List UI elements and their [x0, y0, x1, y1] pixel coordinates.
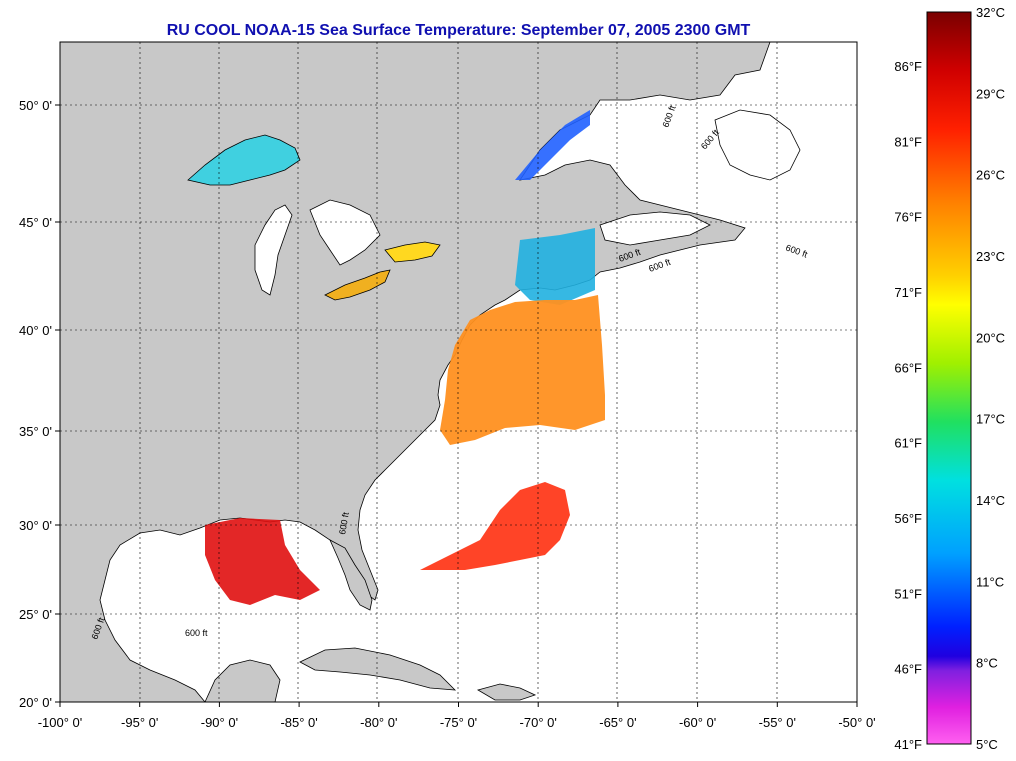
- colorbar-fahrenheit-label: 81°F: [894, 134, 922, 149]
- x-axis: -100° 0' -95° 0' -90° 0' -85° 0' -80° 0' -75°…: [38, 702, 876, 730]
- colorbar-celsius-label: 14°C: [976, 493, 1005, 508]
- contour-label: 600 ft: [337, 511, 351, 535]
- lake-erie: [324, 269, 391, 301]
- land-florida: [329, 539, 373, 611]
- x-tick-label: -80° 0': [360, 715, 397, 730]
- lake-huron: [309, 199, 381, 266]
- colorbar-celsius-label: 8°C: [976, 656, 998, 671]
- y-axis: 50° 0' 45° 0' 40° 0' 35° 0' 30° 0' 25° 0' 20° …: [19, 98, 60, 710]
- land-hispaniola: [476, 683, 537, 701]
- colorbar-celsius-label: 29°C: [976, 86, 1005, 101]
- x-tick-label: -85° 0': [280, 715, 317, 730]
- colorbar-fahrenheit-label: 86°F: [894, 59, 922, 74]
- colorbar-fahrenheit-label: 46°F: [894, 662, 922, 677]
- colorbar-celsius-label: 11°C: [976, 574, 1004, 589]
- colorbar-celsius-label: 17°C: [976, 412, 1005, 427]
- colorbar: [926, 11, 972, 745]
- x-tick-label: -55° 0': [759, 715, 796, 730]
- contour-label: 600 ft: [185, 628, 208, 638]
- lake-superior: [187, 134, 301, 186]
- sst-sargasso: [420, 482, 570, 570]
- y-tick-label: 20° 0': [19, 695, 52, 710]
- gridlines: [60, 42, 857, 702]
- land-nova-scotia: [599, 211, 711, 246]
- land-newfoundland: [714, 109, 801, 181]
- y-tick-label: 45° 0': [19, 215, 52, 230]
- x-tick-label: -50° 0': [838, 715, 875, 730]
- x-tick-label: -95° 0': [121, 715, 158, 730]
- colorbar-celsius-labels: 32°C 29°C 26°C 23°C 20°C 17°C 14°C 11°C 8°C 5°C: [976, 5, 1005, 752]
- x-tick-label: -90° 0': [201, 715, 238, 730]
- colorbar-fahrenheit-label: 61°F: [894, 436, 922, 451]
- y-tick-label: 25° 0': [19, 607, 52, 622]
- colorbar-fahrenheit-label: 51°F: [894, 586, 922, 601]
- map-title: RU COOL NOAA-15 Sea Surface Temperature:…: [166, 22, 751, 39]
- land-north-america: [60, 42, 771, 702]
- land-cuba: [299, 647, 457, 691]
- colorbar-celsius-label: 23°C: [976, 249, 1005, 264]
- x-tick-label: -65° 0': [599, 715, 636, 730]
- x-tick-label: -100° 0': [38, 715, 83, 730]
- colorbar-fahrenheit-label: 41°F: [894, 737, 922, 752]
- sst-gulf-of-maine: [515, 228, 595, 305]
- x-tick-label: -60° 0': [679, 715, 716, 730]
- sst-mid-atlantic: [440, 295, 605, 445]
- colorbar-fahrenheit-label: 56°F: [894, 511, 922, 526]
- y-tick-label: 50° 0': [19, 98, 52, 113]
- land-yucatan: [204, 659, 281, 702]
- y-tick-label: 40° 0': [19, 323, 52, 338]
- colorbar-fahrenheit-label: 71°F: [894, 285, 922, 300]
- x-tick-label: -75° 0': [440, 715, 477, 730]
- lake-michigan: [254, 204, 293, 296]
- colorbar-fahrenheit-labels: 86°F 81°F 76°F 71°F 66°F 61°F 56°F 51°F 46°F 41°F: [894, 59, 922, 752]
- y-tick-label: 30° 0': [19, 518, 52, 533]
- lake-ontario: [384, 241, 441, 263]
- colorbar-fahrenheit-label: 66°F: [894, 360, 922, 375]
- x-tick-label: -70° 0': [520, 715, 557, 730]
- colorbar-celsius-label: 26°C: [976, 168, 1005, 183]
- y-tick-label: 35° 0': [19, 424, 52, 439]
- colorbar-celsius-label: 5°C: [976, 737, 998, 752]
- sst-gulf-of-st-lawrence: [515, 110, 590, 180]
- colorbar-celsius-label: 20°C: [976, 330, 1005, 345]
- colorbar-fahrenheit-label: 76°F: [894, 210, 922, 225]
- colorbar-celsius-label: 32°C: [976, 5, 1005, 20]
- sst-gulf-of-mexico: [205, 518, 320, 605]
